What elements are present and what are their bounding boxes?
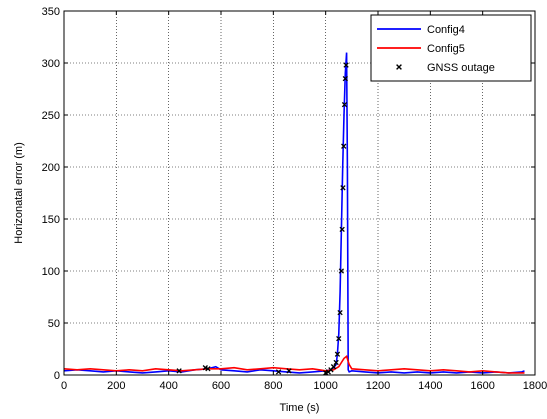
y-tick-label: 150 <box>42 214 60 226</box>
data-point <box>286 368 292 374</box>
series-gnss-outage <box>176 62 349 376</box>
data-point <box>341 143 347 149</box>
ticks <box>63 10 536 376</box>
y-axis-label: Horizonatal error (m) <box>13 142 25 243</box>
data-point <box>337 309 343 316</box>
x-tick-label: 1400 <box>418 380 442 392</box>
data-point <box>342 75 348 82</box>
data-point <box>341 101 348 108</box>
y-tick-label: 50 <box>48 318 60 330</box>
data-point <box>275 369 282 375</box>
y-tick-label: 300 <box>42 58 60 70</box>
x-tick-label: 800 <box>264 380 282 392</box>
x-tick-label: 200 <box>107 380 125 392</box>
y-tick-label: 100 <box>42 266 60 278</box>
legend-label: Config4 <box>427 24 465 36</box>
data-point <box>339 226 345 233</box>
data-point <box>336 335 342 342</box>
y-tick-label: 250 <box>42 110 60 122</box>
x-tick-label: 600 <box>212 380 230 392</box>
tick-labels: 0 200 400 600 800 1000 1200 1400 1600 1800 0 50 100 1… <box>42 6 547 392</box>
data-point <box>176 368 182 374</box>
data-point <box>333 359 339 366</box>
data-point <box>330 364 337 370</box>
x-tick-label: 1600 <box>470 380 494 392</box>
x-tick-label: 0 <box>61 380 67 392</box>
x-tick-label: 400 <box>159 380 177 392</box>
series-layer <box>63 52 525 376</box>
x-tick-label: 1000 <box>313 380 337 392</box>
legend-swatch <box>396 64 402 70</box>
legend-label: GNSS outage <box>427 62 495 74</box>
data-point <box>334 351 341 357</box>
data-point <box>338 268 345 274</box>
x-tick-label: 1200 <box>366 380 390 392</box>
x-tick-label: 1800 <box>523 380 547 392</box>
x-axis-label: Time (s) <box>280 402 320 414</box>
y-tick-label: 0 <box>54 370 60 382</box>
data-point <box>340 185 346 191</box>
plot-frame <box>63 10 536 376</box>
y-tick-label: 200 <box>42 162 60 174</box>
y-tick-label: 350 <box>42 6 60 18</box>
legend-label: Config5 <box>427 43 465 55</box>
legend: Config4 Config5 GNSS outage <box>370 14 532 82</box>
data-point <box>205 366 211 372</box>
data-point <box>343 62 349 68</box>
